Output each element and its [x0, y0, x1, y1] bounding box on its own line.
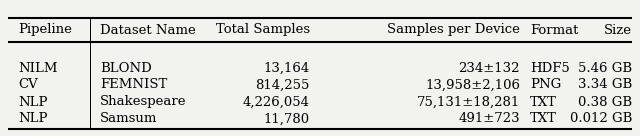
- Text: Dataset Name: Dataset Name: [100, 24, 196, 36]
- Text: CV: CV: [18, 78, 38, 92]
- Text: NLP: NLP: [18, 95, 47, 109]
- Text: 4,226,054: 4,226,054: [243, 95, 310, 109]
- Text: PNG: PNG: [530, 78, 561, 92]
- Text: 234±132: 234±132: [458, 61, 520, 75]
- Text: 5.46 GB: 5.46 GB: [578, 61, 632, 75]
- Text: 0.38 GB: 0.38 GB: [578, 95, 632, 109]
- Text: 491±723: 491±723: [458, 112, 520, 126]
- Text: Format: Format: [530, 24, 579, 36]
- Text: Pipeline: Pipeline: [18, 24, 72, 36]
- Text: TXT: TXT: [530, 95, 557, 109]
- Text: Size: Size: [604, 24, 632, 36]
- Text: FEMNIST: FEMNIST: [100, 78, 167, 92]
- Text: 13,958±2,106: 13,958±2,106: [425, 78, 520, 92]
- Text: NLP: NLP: [18, 112, 47, 126]
- Text: 814,255: 814,255: [255, 78, 310, 92]
- Text: Shakespeare: Shakespeare: [100, 95, 186, 109]
- Text: 75,131±18,281: 75,131±18,281: [417, 95, 520, 109]
- Text: TXT: TXT: [530, 112, 557, 126]
- Text: Total Samples: Total Samples: [216, 24, 310, 36]
- Text: 13,164: 13,164: [264, 61, 310, 75]
- Text: Samsum: Samsum: [100, 112, 157, 126]
- Text: NILM: NILM: [18, 61, 58, 75]
- Text: 11,780: 11,780: [264, 112, 310, 126]
- Text: 3.34 GB: 3.34 GB: [578, 78, 632, 92]
- Text: Samples per Device: Samples per Device: [387, 24, 520, 36]
- Text: BLOND: BLOND: [100, 61, 152, 75]
- Text: 0.012 GB: 0.012 GB: [570, 112, 632, 126]
- Text: HDF5: HDF5: [530, 61, 570, 75]
